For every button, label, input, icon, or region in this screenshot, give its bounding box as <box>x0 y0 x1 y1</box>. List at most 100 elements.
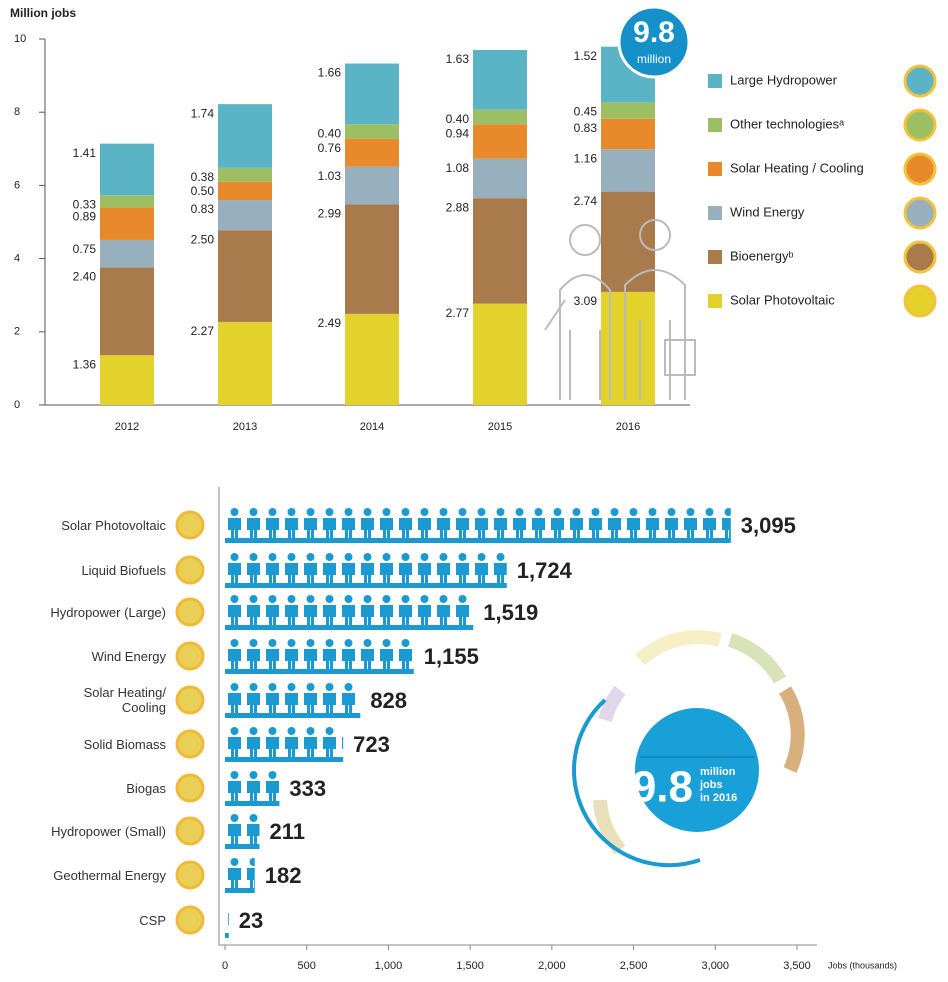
value-label: 2.49 <box>318 316 342 330</box>
bar-segment <box>345 167 399 205</box>
bar-segment <box>345 139 399 167</box>
bar <box>225 682 360 718</box>
x-tick-label: 1,500 <box>456 960 484 972</box>
y-tick-label: 8 <box>14 106 20 118</box>
bar-segment <box>218 168 272 182</box>
bar <box>225 594 473 630</box>
x-axis-label: Jobs (thousands) <box>828 960 897 970</box>
x-tick-label: 2012 <box>115 421 139 433</box>
category-label-wrap: Geothermal Energy <box>40 853 166 897</box>
value-label: 1.36 <box>73 357 97 371</box>
value-label: 2.40 <box>73 270 97 284</box>
x-tick-label: 500 <box>298 960 316 972</box>
value-label: 0.33 <box>73 197 97 211</box>
summary-text: million <box>700 766 736 778</box>
bar-segment <box>100 207 154 240</box>
legend-icon <box>905 66 935 96</box>
category-label: Solid Biomass <box>46 737 166 752</box>
category-label-box: Biogas <box>40 766 166 810</box>
bar-segment <box>473 50 527 110</box>
ring-arc <box>640 637 720 660</box>
x-tick-label: 2013 <box>233 421 257 433</box>
value-label: 0.75 <box>73 242 97 256</box>
bar-segment <box>218 200 272 230</box>
legend-icon <box>905 154 935 184</box>
x-tick-label: 2015 <box>488 421 512 433</box>
category-icon <box>177 731 203 757</box>
y-tick-label: 4 <box>14 253 20 265</box>
value-label: 0.50 <box>191 184 215 198</box>
page: Million jobs024681020121.362.400.750.890… <box>0 0 948 977</box>
category-label: Solar Photovoltaic <box>46 518 166 533</box>
value-label: 1.74 <box>191 106 215 120</box>
category-label-box: CSP <box>40 898 166 942</box>
value-label: 1.63 <box>446 52 470 66</box>
category-label-wrap: Wind Energy <box>40 634 166 678</box>
category-label: Wind Energy <box>46 649 166 664</box>
value-label: 211 <box>269 819 305 844</box>
category-label-wrap: Biogas <box>40 766 166 810</box>
x-tick-label: 3,500 <box>783 960 811 972</box>
bar-segment <box>218 104 272 168</box>
category-label-wrap: Solar Photovoltaic <box>40 503 166 547</box>
category-icon <box>177 687 203 713</box>
y-tick-label: 6 <box>14 179 20 191</box>
value-label: 182 <box>265 863 302 888</box>
bar <box>225 770 279 806</box>
x-tick-label: 2016 <box>616 421 640 433</box>
value-label: 1,724 <box>517 558 573 583</box>
bar-segment <box>100 355 154 405</box>
value-label: 0.38 <box>191 170 215 184</box>
value-label: 3,095 <box>741 513 796 538</box>
legend-icon <box>905 286 935 316</box>
value-label: 0.45 <box>574 104 598 118</box>
value-label: 3.09 <box>574 294 598 308</box>
bar <box>225 902 229 938</box>
value-label: 0.40 <box>446 112 470 126</box>
value-label: 0.83 <box>574 121 598 135</box>
category-label-box: Liquid Biofuels <box>40 548 166 592</box>
legend-label: Other technologiesᵃ <box>730 116 844 131</box>
x-tick-label: 3,000 <box>702 960 730 972</box>
category-label-box: Hydropower (Small) <box>40 809 166 853</box>
legend-swatch <box>708 294 722 308</box>
x-tick-label: 1,000 <box>375 960 403 972</box>
bar-segment <box>100 267 154 355</box>
summary-text: in 2016 <box>700 792 737 804</box>
legend-icon <box>905 242 935 272</box>
category-label-box: Solid Biomass <box>40 722 166 766</box>
bar-segment <box>473 198 527 303</box>
ring-arc <box>605 690 620 720</box>
value-label: 1.08 <box>446 161 470 175</box>
y-tick-label: 2 <box>14 326 20 338</box>
category-label: Liquid Biofuels <box>46 563 166 578</box>
legend-icon <box>905 198 935 228</box>
category-label-box: Solar Photovoltaic <box>40 503 166 547</box>
bar-segment <box>601 102 655 118</box>
category-label-wrap: Solar Heating/ Cooling <box>40 678 166 722</box>
x-tick-label: 2,500 <box>620 960 648 972</box>
value-label: 2.77 <box>446 306 470 320</box>
value-label: 828 <box>370 688 407 713</box>
value-label: 1,519 <box>483 600 538 625</box>
bar-segment <box>473 304 527 405</box>
bar-segment <box>218 182 272 200</box>
category-label-box: Wind Energy <box>40 634 166 678</box>
value-label: 723 <box>353 732 390 757</box>
category-label: Hydropower (Small) <box>46 824 166 839</box>
ring-arc <box>785 690 798 770</box>
value-label: 0.94 <box>446 126 470 140</box>
badge-value: 9.8 <box>633 16 675 49</box>
bar <box>225 507 731 543</box>
value-label: 2.74 <box>574 194 598 208</box>
bar-segment <box>345 64 399 125</box>
legend-label: Wind Energy <box>730 204 805 219</box>
value-label: 23 <box>239 908 263 933</box>
category-icon <box>177 775 203 801</box>
worker-head <box>570 225 600 255</box>
bar <box>225 552 507 588</box>
category-icon <box>177 599 203 625</box>
bar-segment <box>473 124 527 158</box>
value-label: 0.83 <box>191 202 215 216</box>
value-label: 333 <box>289 776 326 801</box>
